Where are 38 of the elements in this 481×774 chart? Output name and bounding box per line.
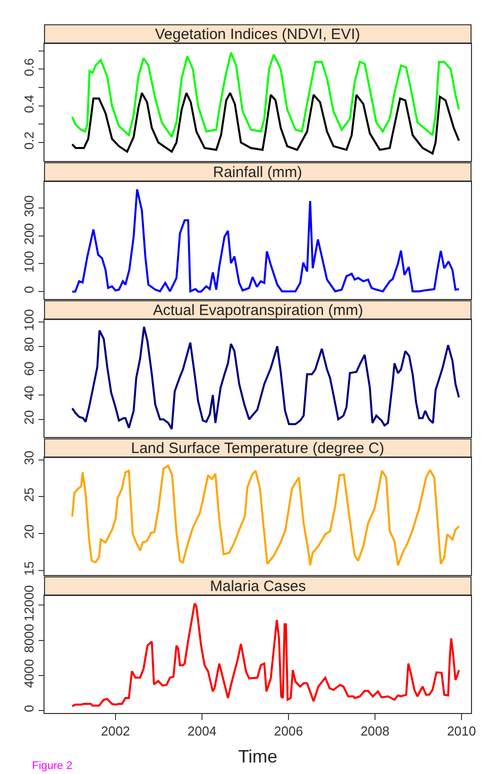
caption: Figure 2 [32, 760, 72, 772]
y-tick-label: 0.6 [21, 58, 36, 76]
line-series [71, 52, 460, 138]
y-tick-label: 0.4 [21, 94, 36, 113]
y-tick-label: 30 [21, 450, 36, 466]
y-tick-label: 12000 [21, 585, 36, 622]
y-tick-label: 0 [21, 704, 36, 712]
line-series [71, 602, 460, 708]
y-tick-label: 80 [21, 337, 36, 352]
y-tick-label: 100 [21, 250, 36, 273]
x-axis-title: Time [238, 746, 278, 767]
line-series [71, 326, 460, 430]
line-series [71, 92, 460, 154]
y-tick-label: 0 [21, 286, 36, 294]
y-tick-label: 60 [21, 361, 36, 376]
x-tick-label: 2002 [101, 723, 130, 738]
line-series [71, 188, 460, 293]
y-tick-label: 40 [21, 386, 36, 400]
y-tick-label: 8000 [21, 624, 36, 653]
chart-title: Vegetation Indices (NDVI, EVI) [155, 26, 360, 43]
y-tick-label: 200 [21, 223, 36, 245]
chart-title: Malaria Cases [210, 578, 306, 595]
y-tick-label: 15 [21, 561, 36, 576]
y-tick-label: 100 [21, 309, 36, 331]
line-series [71, 464, 460, 566]
y-tick-label: 0.2 [21, 132, 36, 150]
y-tick-label: 20 [21, 524, 36, 539]
y-tick-label: 20 [21, 410, 36, 425]
x-tick-label: 2006 [274, 723, 303, 738]
y-tick-label: 4000 [21, 658, 36, 688]
chart-title: Actual Evapotranspiration (mm) [153, 302, 364, 319]
x-tick-label: 2008 [360, 723, 390, 738]
y-tick-label: 300 [21, 195, 36, 217]
y-tick-label: 25 [21, 487, 36, 502]
x-tick-label: 2010 [447, 723, 476, 738]
chart-title: Land Surface Temperature (degree C) [131, 440, 384, 457]
x-tick-label: 2004 [188, 723, 216, 738]
chart-title: Rainfall (mm) [213, 164, 302, 181]
